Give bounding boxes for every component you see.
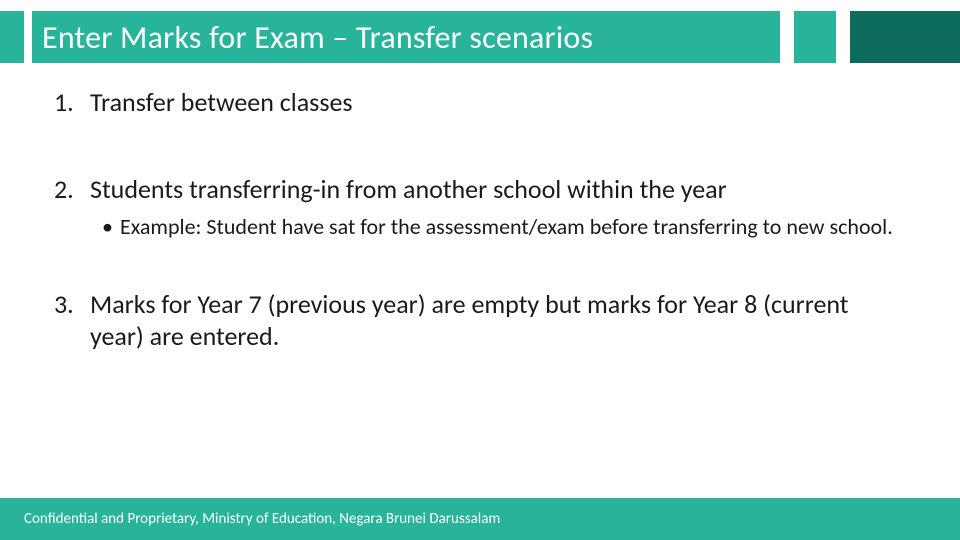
footer-bar: Confidential and Proprietary, Ministry o… — [0, 498, 960, 540]
list-item: 1. Transfer between classes — [54, 86, 906, 119]
title-bar: Enter Marks for Exam – Transfer scenario… — [0, 11, 960, 63]
bullet-icon: • — [102, 213, 120, 242]
footer-text: Confidential and Proprietary, Ministry o… — [24, 510, 500, 528]
sub-text: Example: Student have sat for the assess… — [120, 213, 906, 242]
slide: Enter Marks for Exam – Transfer scenario… — [0, 0, 960, 540]
list-item: 2. Students transferring-in from another… — [54, 173, 906, 206]
spacer — [54, 127, 906, 173]
title-main: Enter Marks for Exam – Transfer scenario… — [32, 11, 780, 63]
list-text: Transfer between classes — [90, 86, 906, 119]
list-item: 3. Marks for Year 7 (previous year) are … — [54, 288, 906, 353]
slide-title: Enter Marks for Exam – Transfer scenario… — [42, 18, 593, 57]
body-content: 1. Transfer between classes 2. Students … — [54, 86, 906, 361]
title-accent-2 — [850, 11, 960, 63]
spacer — [54, 242, 906, 288]
list-number: 3. — [54, 288, 90, 353]
title-sep — [24, 11, 32, 63]
title-tab-accent — [0, 11, 24, 63]
list-number: 1. — [54, 86, 90, 119]
list-number: 2. — [54, 173, 90, 206]
title-gap-2 — [836, 11, 850, 63]
list-text: Students transferring-in from another sc… — [90, 173, 906, 206]
title-gap-1 — [780, 11, 794, 63]
title-accent-1 — [794, 11, 836, 63]
list-text: Marks for Year 7 (previous year) are emp… — [90, 288, 906, 353]
sub-bullet: • Example: Student have sat for the asse… — [102, 213, 906, 242]
